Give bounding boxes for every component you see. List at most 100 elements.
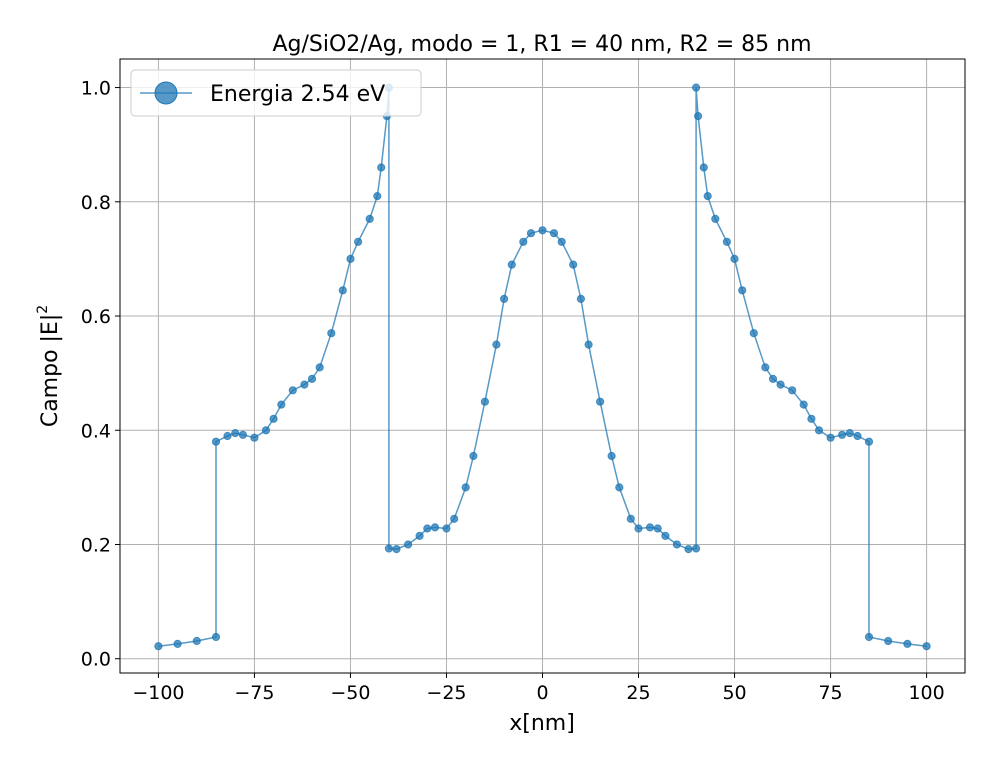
x-tick-label: −50 [330, 682, 370, 704]
data-point [584, 340, 593, 349]
data-point [507, 260, 516, 269]
data-point [607, 451, 616, 461]
data-point [549, 229, 559, 238]
y-tick-label: 1.0 [81, 78, 111, 100]
data-point [749, 329, 758, 338]
data-point [338, 286, 347, 295]
data-point [569, 260, 578, 269]
x-tick-label: 100 [908, 682, 944, 704]
data-point [223, 431, 232, 441]
legend-box [130, 69, 422, 117]
y-tick-label: 0.4 [81, 420, 111, 442]
data-point [373, 192, 382, 201]
data-point [722, 237, 732, 246]
x-tick-label: −75 [234, 682, 274, 704]
data-point [703, 192, 712, 201]
data-point [661, 531, 670, 541]
data-point [853, 431, 862, 441]
data-point [838, 430, 847, 439]
x-tick-label: 50 [722, 682, 746, 704]
data-point [699, 163, 708, 172]
data-point [288, 386, 297, 395]
data-point [692, 83, 701, 92]
data-point [346, 254, 355, 263]
x-axis-label: x[nm] [509, 711, 575, 736]
x-tick-label: −25 [426, 682, 466, 704]
series-layer [154, 83, 931, 651]
data-point [645, 523, 655, 532]
data-point [864, 437, 874, 446]
data-point [154, 642, 163, 651]
data-point [480, 397, 489, 406]
data-point [238, 430, 247, 439]
data-point [430, 523, 440, 532]
data-point [392, 545, 401, 554]
data-point [231, 429, 240, 438]
data-point [730, 254, 739, 263]
data-point [692, 544, 701, 553]
data-point [845, 429, 854, 438]
data-point [653, 524, 662, 533]
data-point [404, 540, 413, 549]
data-point [776, 380, 785, 389]
data-point [807, 414, 816, 423]
x-tick-label: 75 [818, 682, 842, 704]
data-point [384, 544, 393, 553]
data-point [596, 397, 605, 406]
data-point [307, 374, 317, 383]
grid [120, 59, 965, 673]
data-point [192, 636, 201, 646]
data-point [327, 329, 336, 338]
data-point [492, 340, 501, 349]
data-point [615, 483, 624, 492]
data-point [903, 639, 912, 649]
data-point [694, 112, 703, 121]
y-tick-label: 0.6 [81, 306, 111, 328]
legend: Energia 2.54 eV [130, 69, 422, 117]
data-point [500, 294, 509, 303]
legend-marker [154, 81, 178, 105]
y-axis-label-text: Campo |E| [38, 314, 63, 427]
y-tick-label: 0.8 [81, 192, 111, 214]
legend-label: Energia 2.54 eV [210, 82, 385, 107]
data-point [469, 451, 478, 461]
x-tick-label: −100 [132, 682, 184, 704]
data-point [557, 237, 566, 246]
y-tick-label: 0.2 [81, 534, 111, 556]
x-tick-label: 0 [536, 682, 548, 704]
data-point [354, 237, 363, 246]
data-point [269, 414, 278, 423]
data-point [377, 163, 386, 172]
y-tick-label: 0.0 [81, 649, 111, 671]
data-point [814, 426, 824, 435]
data-point [626, 514, 635, 523]
data-point [211, 632, 221, 642]
data-point [442, 524, 451, 533]
data-point [738, 286, 747, 295]
data-point [519, 237, 528, 246]
chart-title: Ag/SiO2/Ag, modo = 1, R1 = 40 nm, R2 = 8… [272, 32, 811, 57]
data-point [711, 214, 720, 223]
y-axis-label: Campo |E|2 [35, 305, 63, 427]
x-tick-label: 25 [626, 682, 650, 704]
data-point [634, 524, 643, 533]
data-point [365, 214, 374, 223]
data-point [761, 363, 770, 372]
data-point [300, 380, 309, 389]
data-point [538, 226, 547, 235]
data-point [277, 400, 286, 409]
data-point [450, 514, 459, 523]
data-point [884, 636, 893, 646]
data-point [250, 433, 259, 442]
ticks: −100 −75 −50 −25 0 25 50 75 100 0.0 0.2 0.4 0.6 0.8 1.… [81, 78, 945, 704]
data-point [788, 386, 797, 395]
data-point [922, 642, 931, 651]
data-point [799, 400, 808, 409]
data-point [576, 294, 586, 303]
data-point [315, 363, 324, 372]
data-point [684, 545, 693, 554]
data-point [768, 374, 778, 383]
data-point [672, 540, 682, 549]
data-point [423, 524, 432, 533]
